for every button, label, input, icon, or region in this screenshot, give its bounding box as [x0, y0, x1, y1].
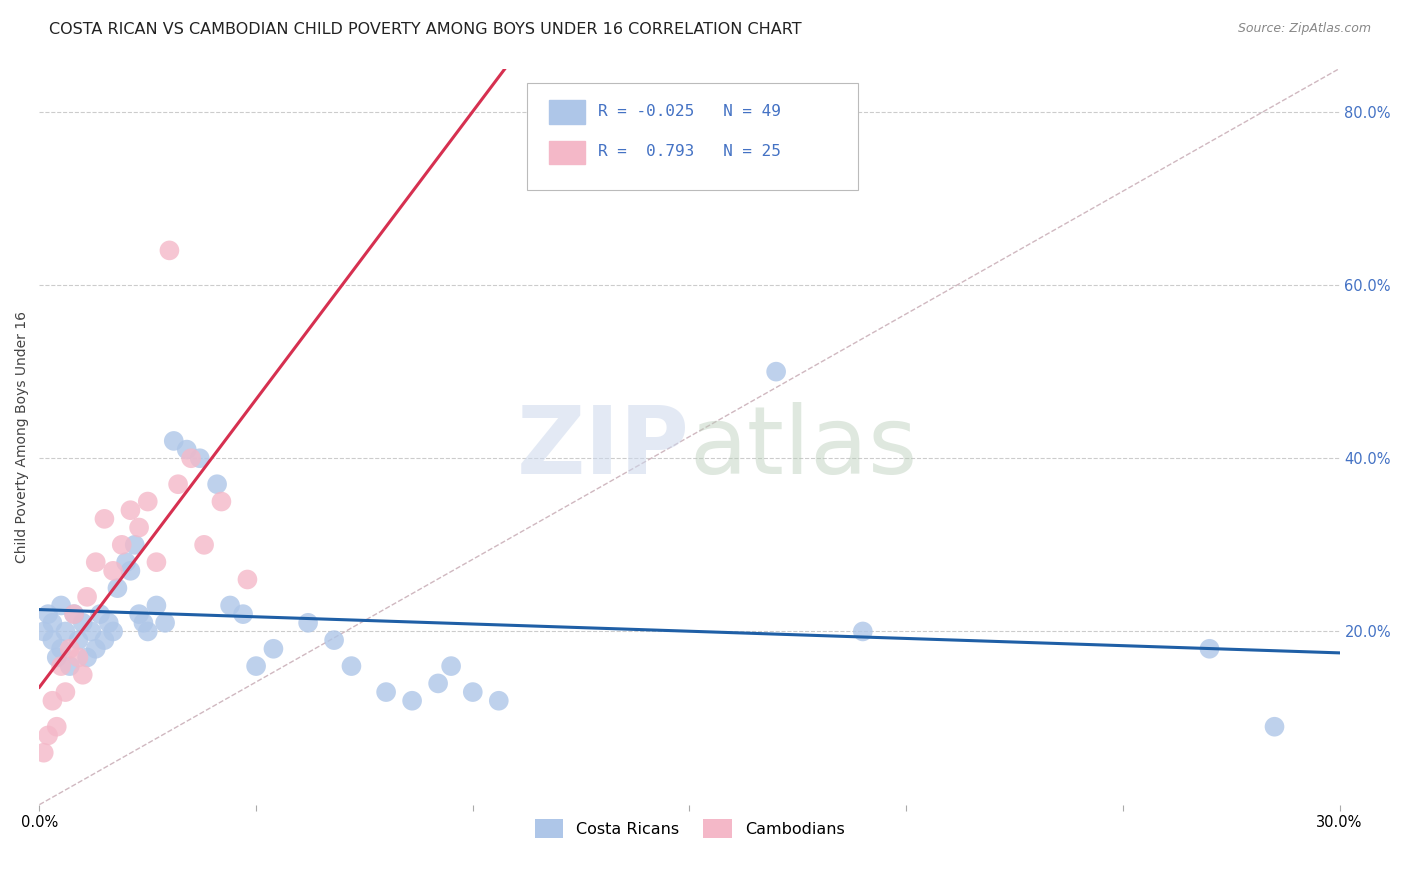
- Point: [101, 624, 124, 639]
- Point: [93, 633, 115, 648]
- Point: [163, 434, 186, 448]
- Text: ZIP: ZIP: [516, 401, 689, 493]
- Point: [76, 590, 98, 604]
- Point: [209, 494, 232, 508]
- Point: [41, 615, 63, 630]
- Point: [120, 564, 142, 578]
- Bar: [550, 100, 585, 124]
- Point: [45, 650, 67, 665]
- Point: [427, 676, 450, 690]
- Bar: [550, 141, 585, 164]
- Point: [188, 451, 211, 466]
- Text: R = -0.025   N = 49: R = -0.025 N = 49: [599, 103, 782, 119]
- Point: [84, 641, 107, 656]
- Text: Source: ZipAtlas.com: Source: ZipAtlas.com: [1237, 22, 1371, 36]
- Point: [136, 494, 159, 508]
- Point: [128, 520, 150, 534]
- Point: [132, 615, 155, 630]
- Point: [67, 650, 90, 665]
- Point: [167, 477, 190, 491]
- Point: [236, 573, 259, 587]
- Point: [488, 694, 510, 708]
- Point: [852, 624, 875, 639]
- Point: [232, 607, 254, 621]
- Point: [340, 659, 363, 673]
- Point: [262, 641, 284, 656]
- Point: [219, 599, 242, 613]
- Y-axis label: Child Poverty Among Boys Under 16: Child Poverty Among Boys Under 16: [15, 310, 30, 563]
- Text: COSTA RICAN VS CAMBODIAN CHILD POVERTY AMONG BOYS UNDER 16 CORRELATION CHART: COSTA RICAN VS CAMBODIAN CHILD POVERTY A…: [49, 22, 801, 37]
- Point: [63, 607, 86, 621]
- Point: [97, 615, 120, 630]
- Point: [76, 650, 98, 665]
- Point: [59, 641, 82, 656]
- Point: [323, 633, 346, 648]
- Point: [440, 659, 463, 673]
- FancyBboxPatch shape: [527, 83, 859, 190]
- Point: [245, 659, 267, 673]
- Point: [37, 607, 59, 621]
- Point: [401, 694, 423, 708]
- Point: [159, 244, 181, 258]
- Point: [49, 599, 72, 613]
- Point: [93, 512, 115, 526]
- Point: [176, 442, 198, 457]
- Point: [41, 633, 63, 648]
- Point: [128, 607, 150, 621]
- Point: [41, 694, 63, 708]
- Point: [101, 564, 124, 578]
- Point: [55, 624, 77, 639]
- Point: [84, 555, 107, 569]
- Point: [32, 624, 55, 639]
- Point: [111, 538, 134, 552]
- Point: [193, 538, 215, 552]
- Point: [375, 685, 398, 699]
- Point: [145, 599, 167, 613]
- Point: [180, 451, 202, 466]
- Point: [1263, 720, 1285, 734]
- Point: [45, 720, 67, 734]
- Point: [124, 538, 146, 552]
- Point: [49, 659, 72, 673]
- Point: [72, 667, 94, 681]
- Point: [32, 746, 55, 760]
- Point: [461, 685, 484, 699]
- Point: [72, 615, 94, 630]
- Point: [59, 659, 82, 673]
- Point: [55, 685, 77, 699]
- Point: [153, 615, 176, 630]
- Point: [89, 607, 111, 621]
- Point: [63, 607, 86, 621]
- Point: [1198, 641, 1220, 656]
- Text: R =  0.793   N = 25: R = 0.793 N = 25: [599, 145, 782, 159]
- Point: [120, 503, 142, 517]
- Point: [107, 581, 129, 595]
- Point: [297, 615, 319, 630]
- Point: [80, 624, 103, 639]
- Point: [765, 365, 787, 379]
- Point: [145, 555, 167, 569]
- Point: [67, 633, 90, 648]
- Legend: Costa Ricans, Cambodians: Costa Ricans, Cambodians: [529, 813, 851, 845]
- Point: [205, 477, 228, 491]
- Point: [115, 555, 138, 569]
- Point: [136, 624, 159, 639]
- Text: atlas: atlas: [689, 401, 918, 493]
- Point: [37, 728, 59, 742]
- Point: [49, 641, 72, 656]
